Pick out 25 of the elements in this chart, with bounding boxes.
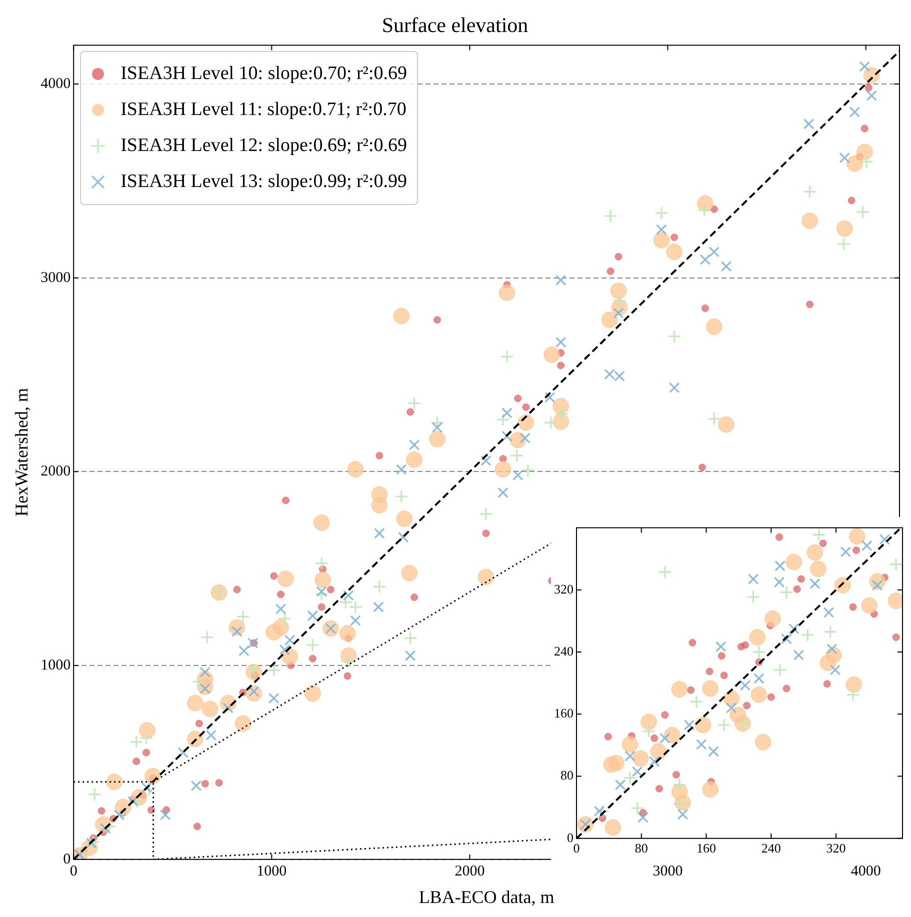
x-tick-label: 320 <box>826 840 846 856</box>
y-axis-title: HexWatershed, m <box>12 388 32 517</box>
legend-label: ISEA3H Level 10: slope:0.70; r²:0.69 <box>120 63 408 86</box>
chart-title: Surface elevation <box>382 13 529 38</box>
x-tick-label: 4000 <box>850 863 881 880</box>
y-tick-label: 2000 <box>40 464 71 480</box>
y-tick-label: 320 <box>554 581 574 596</box>
legend-label: ISEA3H Level 11: slope:0.71; r²:0.70 <box>120 99 406 122</box>
y-tick-label: 3000 <box>40 270 71 286</box>
x-tick-label: 1000 <box>256 863 287 880</box>
y-tick-label: 0 <box>567 830 574 845</box>
y-tick-label: 0 <box>63 851 71 868</box>
y-tick-label: 80 <box>560 768 574 783</box>
x-tick-label: 80 <box>635 840 648 856</box>
x-tick-label: 3000 <box>652 863 683 880</box>
x-tick-label: 160 <box>696 840 716 856</box>
y-tick-label: 240 <box>554 644 574 659</box>
y-tick-label: 4000 <box>40 76 71 92</box>
x-axis-title: LBA-ECO data, m <box>418 886 554 907</box>
y-tick-label: 1000 <box>40 657 71 674</box>
x-tick-label: 240 <box>762 840 782 856</box>
y-tick-label: 160 <box>554 706 574 721</box>
legend-label: ISEA3H Level 12: slope:0.69; r²:0.69 <box>120 135 408 158</box>
x-tick-label: 2000 <box>454 863 485 880</box>
legend-label: ISEA3H Level 13: slope:0.99; r²:0.99 <box>120 171 408 194</box>
